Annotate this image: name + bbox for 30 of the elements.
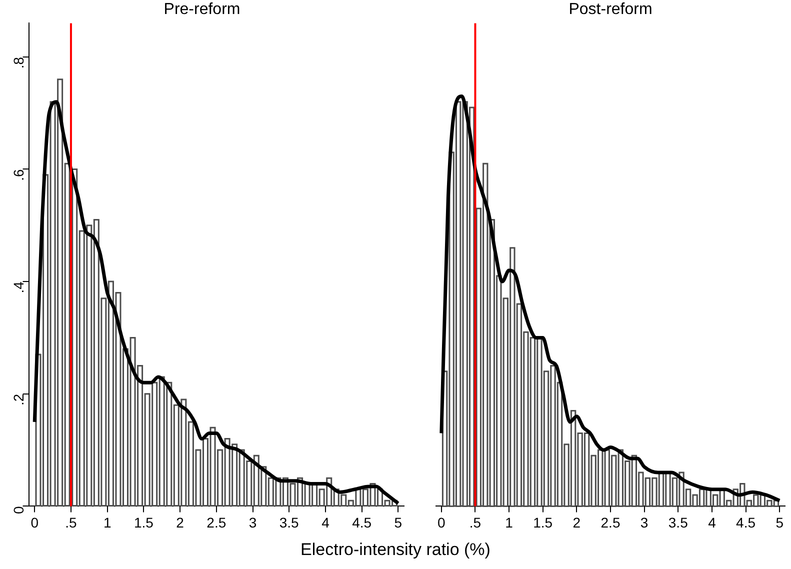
y-tick-label: .4 <box>10 281 27 294</box>
x-tick-label: 2 <box>176 514 184 530</box>
y-tick-label: 0 <box>10 506 27 514</box>
y-tick-label: .8 <box>10 56 27 69</box>
x-tick-label: 3 <box>248 514 257 530</box>
x-tick-label: 5 <box>776 514 784 530</box>
x-tick-label: 2.5 <box>600 514 620 530</box>
x-tick-label: 2 <box>572 514 581 530</box>
x-tick-label: 3 <box>640 514 648 530</box>
x-tick-label: 1.5 <box>134 514 154 530</box>
x-tick-label: 4 <box>322 514 330 530</box>
x-tick-label: 0 <box>30 514 39 530</box>
x-tick-label: 0 <box>438 514 446 530</box>
x-tick-label: 5 <box>394 514 402 530</box>
x-axis-title: Electro-intensity ratio (%) <box>300 540 492 560</box>
x-tick-label: 4 <box>708 514 716 530</box>
x-tick-label: 1 <box>103 514 112 530</box>
chart-title: Post-reform <box>568 1 652 18</box>
x-tick-label: 1.5 <box>533 514 553 530</box>
x-tick-label: .5 <box>469 514 482 530</box>
y-tick-label: .6 <box>10 169 27 181</box>
x-tick-label: .5 <box>65 514 78 530</box>
x-tick-label: 2.5 <box>206 514 226 530</box>
x-tick-label: 4.5 <box>736 514 756 530</box>
chart-title: Pre-reform <box>164 1 240 18</box>
x-tick-label: 3.5 <box>279 514 300 530</box>
x-tick-label: 4.5 <box>352 514 372 530</box>
x-tick-label: 1 <box>505 514 514 530</box>
y-tick-label: .2 <box>10 394 27 406</box>
x-tick-label: 3.5 <box>668 514 688 530</box>
